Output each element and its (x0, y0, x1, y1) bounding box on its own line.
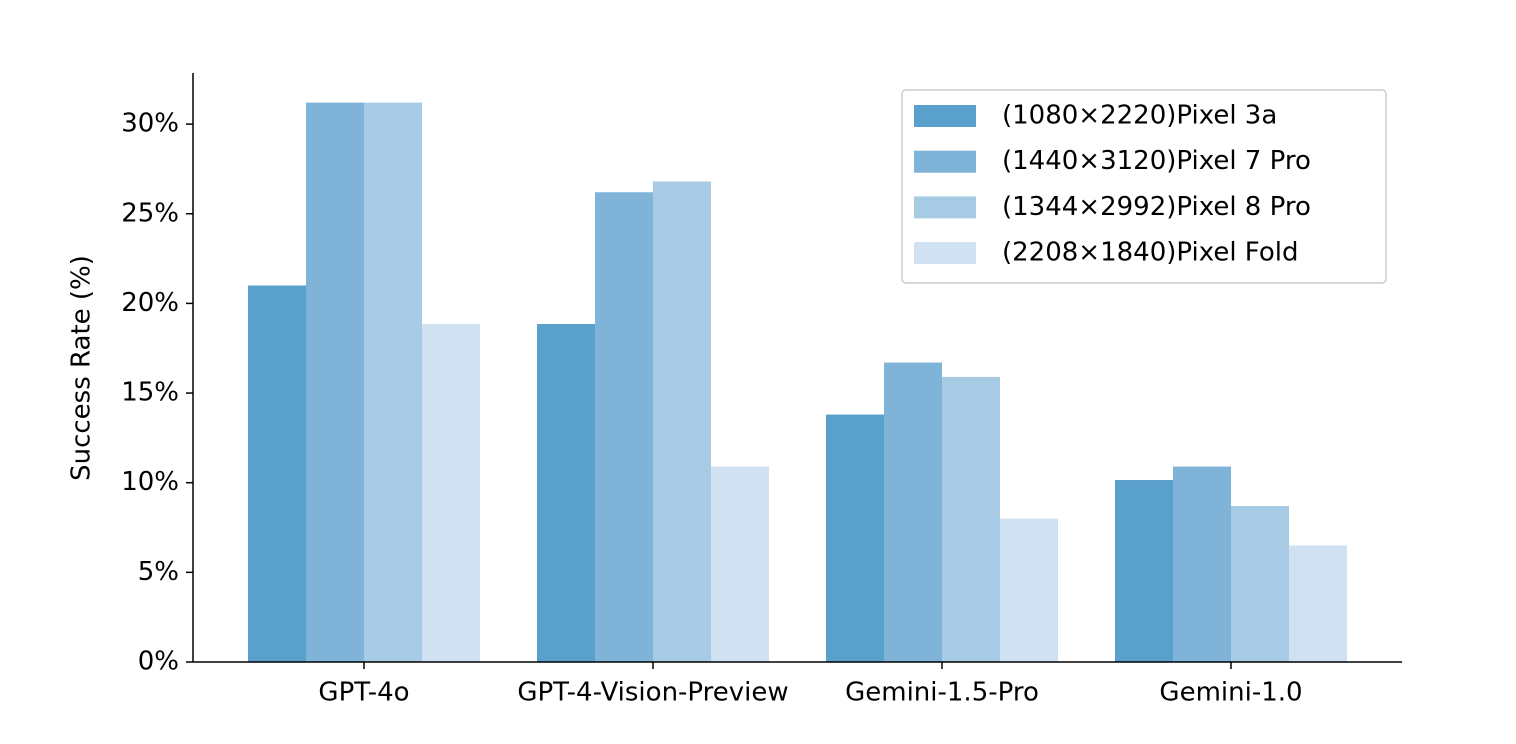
bar (653, 181, 711, 662)
x-tick-label: Gemini-1.0 (1159, 678, 1302, 708)
bar (364, 102, 422, 662)
bar (711, 466, 769, 662)
legend-label: (2208×1840)Pixel Fold (1002, 238, 1298, 268)
bar (248, 285, 306, 662)
bar (942, 376, 1000, 662)
bar (595, 192, 653, 662)
legend-label: (1440×3120)Pixel 7 Pro (1002, 146, 1311, 176)
y-tick-label: 20% (121, 288, 179, 318)
y-tick-label: 10% (121, 467, 179, 497)
x-tick-label: Gemini-1.5-Pro (845, 678, 1039, 708)
legend-box (901, 89, 1387, 284)
y-axis-label: Success Rate (%) (67, 255, 97, 481)
bar (537, 324, 595, 662)
legend-swatch (914, 150, 976, 173)
bar (1173, 466, 1231, 662)
y-tick-label: 5% (138, 557, 179, 587)
legend-swatch (914, 105, 976, 127)
bar (1231, 506, 1289, 662)
y-tick-label: 0% (138, 647, 179, 677)
bar (1115, 480, 1173, 662)
legend-swatch (914, 196, 976, 219)
legend-label: (1080×2220)Pixel 3a (1002, 101, 1277, 131)
y-tick-label: 15% (121, 378, 179, 408)
bar (1000, 518, 1058, 662)
bar (1289, 545, 1347, 662)
y-tick-label: 25% (121, 198, 179, 228)
legend-swatch (914, 242, 976, 265)
bar (826, 414, 884, 662)
bar (884, 362, 942, 662)
x-tick-label: GPT-4o (318, 678, 409, 708)
bar (306, 102, 364, 662)
y-tick-label: 30% (121, 109, 179, 139)
bar (422, 324, 480, 662)
legend-label: (1344×2992)Pixel 8 Pro (1002, 192, 1311, 222)
x-tick-label: GPT-4-Vision-Preview (517, 678, 788, 708)
